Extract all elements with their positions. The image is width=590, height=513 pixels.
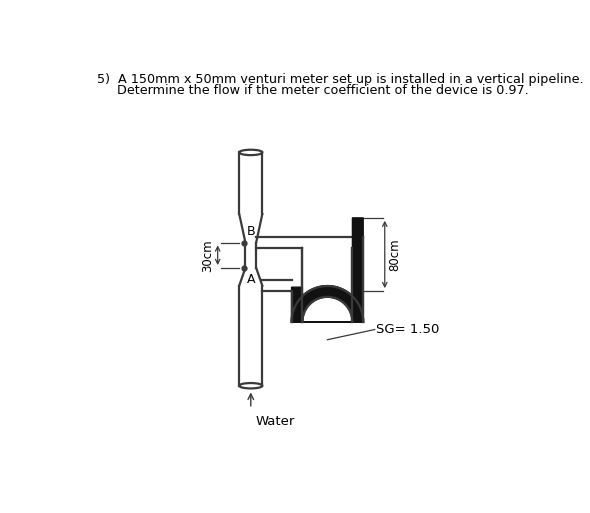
Text: A: A bbox=[247, 272, 255, 286]
Text: 80cm: 80cm bbox=[388, 238, 401, 271]
Text: 30cm: 30cm bbox=[202, 239, 215, 271]
Text: Water: Water bbox=[255, 415, 295, 428]
Polygon shape bbox=[291, 218, 363, 322]
Text: Determine the flow if the meter coefficient of the device is 0.97.: Determine the flow if the meter coeffici… bbox=[97, 84, 529, 97]
Text: SG= 1.50: SG= 1.50 bbox=[376, 323, 440, 336]
Text: B: B bbox=[247, 225, 255, 238]
Text: 5)  A 150mm x 50mm venturi meter set up is installed in a vertical pipeline.: 5) A 150mm x 50mm venturi meter set up i… bbox=[97, 73, 584, 86]
